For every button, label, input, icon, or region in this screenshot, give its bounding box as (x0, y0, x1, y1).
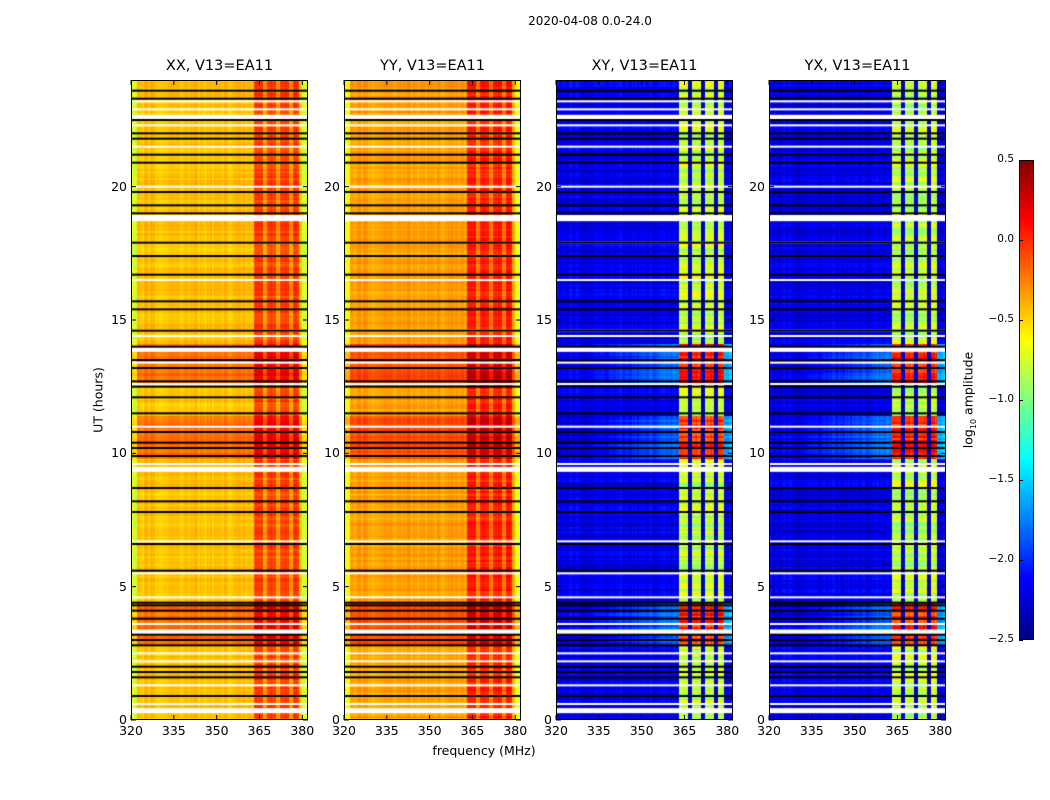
chart-title: 2020-04-08 0.0-24.0 (528, 14, 652, 28)
colorbar-tick-mark (1019, 400, 1023, 401)
y-tick-label: 0 (544, 712, 552, 727)
y-tick-label: 5 (119, 578, 127, 594)
panel-title: YX, V13=EA11 (804, 58, 911, 74)
colorbar-tick-mark (1019, 160, 1023, 161)
y-tick-label: 20 (324, 178, 340, 194)
x-tick-label: 335 (799, 723, 824, 738)
y-tick-label: 15 (749, 312, 765, 327)
y-tick-label: 15 (324, 312, 340, 327)
colorbar-label: log10 amplitude (960, 351, 978, 449)
y-tick-label: 10 (749, 445, 765, 461)
colorbar-tick-mark (1019, 560, 1023, 561)
y-tick-label: 0 (332, 712, 340, 727)
x-tick-label: 335 (374, 723, 399, 738)
x-tick-label: 350 (417, 723, 442, 738)
y-tick-label: 20 (536, 178, 552, 194)
y-tick-label: 15 (111, 312, 127, 327)
y-tick-label: 5 (332, 578, 340, 594)
x-tick-label: 380 (715, 723, 740, 738)
x-tick-label: 365 (247, 723, 272, 738)
panel-yx: YX, V13=EA11 320 335 350 365 380 0 5 10 15 20 (749, 58, 952, 738)
x-tick-label: 365 (460, 723, 485, 738)
panel-xy: XY, V13=EA11 320 335 350 365 380 0 5 10 15 20 (536, 58, 739, 738)
x-tick-label: 365 (672, 723, 697, 738)
x-tick-label: 380 (290, 723, 315, 738)
x-tick-label: 335 (586, 723, 611, 738)
colorbar-tick-mark (1019, 640, 1023, 641)
panel-title: XX, V13=EA11 (165, 58, 274, 74)
colorbar-tick-mark (1019, 320, 1023, 321)
x-tick-label: 320 (332, 723, 356, 738)
colorbar-tick-label: −2.5 (988, 633, 1015, 645)
x-tick-label: 350 (842, 723, 867, 738)
x-tick-label: 365 (885, 723, 910, 738)
y-tick-label: 20 (111, 178, 127, 194)
colorbar-tick-mark (1019, 240, 1023, 241)
colorbar-tick-label: −0.5 (988, 313, 1015, 325)
panel-yy: YY, V13=EA11 320 335 350 365 380 0 5 10 15 20 (324, 58, 527, 738)
colorbar-tick-label: 0.0 (997, 233, 1014, 245)
x-axis-label: frequency (MHz) (432, 743, 536, 758)
y-tick-label: 15 (536, 312, 552, 327)
panel-title: XY, V13=EA11 (591, 58, 698, 74)
panel-xx: XX, V13=EA11 320 335 350 365 380 0 5 10 15 20 (111, 58, 314, 738)
panel-title: YY, V13=EA11 (380, 58, 485, 74)
heatmap-image (131, 80, 308, 720)
y-tick-label: 10 (536, 445, 552, 461)
x-tick-label: 380 (503, 723, 528, 738)
y-axis-label: UT (hours) (90, 367, 106, 433)
y-tick-label: 10 (324, 445, 340, 461)
x-tick-label: 320 (757, 723, 781, 738)
heatmap-image (769, 80, 946, 720)
x-tick-label: 320 (119, 723, 143, 738)
colorbar-tick-mark (1019, 480, 1023, 481)
y-tick-label: 5 (757, 578, 765, 594)
colorbar-tick-label: −2.0 (988, 553, 1015, 565)
y-tick-label: 0 (119, 712, 127, 727)
y-tick-label: 5 (544, 578, 552, 594)
heatmap-image (556, 80, 733, 720)
x-tick-label: 380 (928, 723, 953, 738)
y-tick-label: 10 (111, 445, 127, 461)
colorbar-tick-label: −1.5 (988, 473, 1015, 485)
y-tick-label: 20 (749, 178, 765, 194)
colorbar-gradient (1019, 160, 1034, 640)
colorbar-tick-label: 0.5 (997, 153, 1014, 165)
heatmap-image (344, 80, 521, 720)
x-tick-label: 350 (629, 723, 654, 738)
y-tick-label: 0 (757, 712, 765, 727)
x-tick-label: 350 (204, 723, 229, 738)
x-tick-label: 320 (544, 723, 568, 738)
x-tick-label: 335 (161, 723, 186, 738)
colorbar-tick-label: −1.0 (988, 393, 1015, 405)
